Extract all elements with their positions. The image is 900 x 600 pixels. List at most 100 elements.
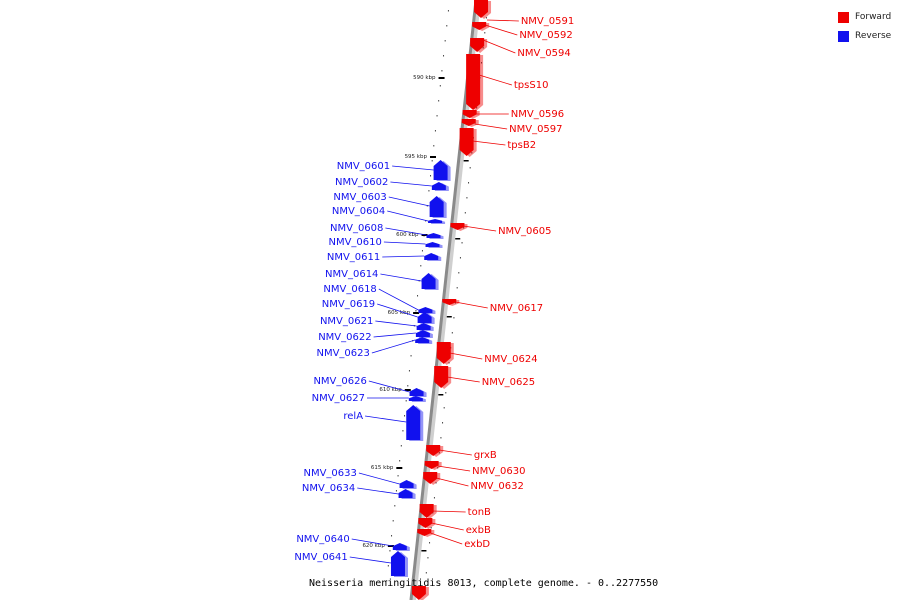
minor-tick [446,25,448,27]
ruler-dash [463,160,469,162]
reverse-label-NMV_0621-leader [375,320,417,327]
minor-tick [397,475,399,477]
minor-tick [440,437,442,439]
reverse-gene-NMV_0604 [428,219,443,223]
minor-tick [448,362,450,364]
minor-tick [410,355,412,357]
forward-gene-tpsS10 [466,54,481,110]
reverse-label-NMV_0611: NMV_0611 [327,252,380,263]
reverse-label-NMV_0641-leader [349,556,392,564]
reverse-label-NMV_0619: NMV_0619 [322,299,375,310]
forward-label-NMV_0617: NMV_0617 [490,303,543,314]
reverse-gene-NMV_0602 [431,182,446,190]
forward-label-exbD-leader [430,532,463,545]
forward-label-tonB-leader [432,510,466,513]
forward-gene-NMV_0592 [472,22,487,30]
forward-label-grxB-leader [439,449,472,456]
minor-tick [456,287,458,289]
forward-label-NMV_0617-leader [455,301,488,309]
reverse-label-NMV_0640: NMV_0640 [296,534,349,545]
reverse-gene-NMV_0626 [409,388,424,396]
forward-label-NMV_0591-leader [487,19,519,22]
legend-reverse-label: Reverse [855,31,892,41]
minor-tick [402,430,404,432]
reverse-label-NMV_0608-leader [385,227,427,236]
forward-gene-tpsB2 [459,128,474,156]
minor-tick [461,242,463,244]
reverse-label-NMV_0618: NMV_0618 [323,284,376,295]
scale-tick-mark [438,77,445,79]
reverse-gene-NMV_0601 [433,160,448,180]
minor-tick [468,182,470,184]
minor-tick [433,145,435,147]
forward-label-NMV_0594-leader [482,39,516,54]
minor-tick [389,550,391,552]
reverse-label-NMV_0641: NMV_0641 [294,552,347,563]
forward-gene-NMV_0594 [470,38,485,52]
minor-tick [433,497,435,499]
forward-label-tpsS10: tpsS10 [514,80,549,91]
forward-gene-exbD [417,529,432,536]
reverse-label-relA-leader [364,415,407,423]
minor-tick [399,460,401,462]
forward-label-NMV_0632: NMV_0632 [470,481,523,492]
minor-tick [484,32,486,34]
reverse-gene-NMV_0603 [429,196,444,217]
reverse-gene-NMV_0608 [426,233,441,238]
minor-tick [436,115,438,117]
reverse-label-NMV_0634-leader [357,487,399,495]
reverse-label-NMV_0622-leader [373,332,416,338]
forward-label-NMV_0605-leader [463,225,497,232]
reverse-label-NMV_0614: NMV_0614 [325,269,378,280]
reverse-gene-NMV_0627 [408,396,423,401]
forward-gene-NMV_0630 [424,461,439,469]
forward-label-NMV_0630: NMV_0630 [472,466,525,477]
reverse-label-NMV_0604-leader [387,210,429,222]
reverse-label-NMV_0634: NMV_0634 [302,483,355,494]
forward-label-NMV_0624: NMV_0624 [484,354,537,365]
minor-tick [408,370,410,372]
minor-tick [476,107,478,109]
reverse-label-NMV_0623: NMV_0623 [316,348,369,359]
reverse-label-NMV_0623-leader [371,339,416,354]
ruler-dash [438,394,444,396]
forward-label-tpsB2-leader [472,140,506,146]
minor-tick [459,257,461,259]
minor-tick [439,85,441,87]
reverse-label-NMV_0633-leader [358,472,400,485]
reverse-label-NMV_0604: NMV_0604 [332,206,385,217]
reverse-label-NMV_0603-leader [388,196,430,207]
minor-tick [443,407,445,409]
minor-tick [471,152,473,154]
minor-tick [431,160,433,162]
scale-tick-label: 605 kbp [388,310,411,316]
forward-label-NMV_0630-leader [437,465,471,472]
reverse-label-NMV_0608: NMV_0608 [330,223,383,234]
forward-swatch [838,11,849,23]
minor-tick [421,250,423,252]
minor-tick [432,512,434,514]
minor-tick [437,467,439,469]
minor-tick [404,415,406,417]
forward-label-NMV_0624-leader [449,352,483,360]
reverse-gene-NMV_0640 [392,543,407,550]
forward-label-NMV_0592-leader [485,24,518,36]
forward-gene-NMV_0632 [423,472,438,484]
forward-gene-NMV_0624 [436,342,451,364]
reverse-label-NMV_0601-leader [392,165,434,171]
minor-tick [441,70,443,72]
minor-tick [444,40,446,42]
minor-tick [430,527,432,529]
forward-label-tpsB2: tpsB2 [507,140,536,151]
reverse-label-relA: relA [343,411,363,422]
minor-tick [392,520,394,522]
scale-tick-mark [429,156,436,158]
forward-gene-NMV_0591 [474,0,489,18]
forward-label-NMV_0625-leader [447,376,480,383]
reverse-gene-NMV_0623 [415,337,430,343]
reverse-label-NMV_0619-leader [377,303,418,318]
minor-tick [469,167,471,169]
minor-tick [391,535,393,537]
reverse-label-NMV_0621: NMV_0621 [320,316,373,327]
scale-tick-label: 590 kbp [413,75,436,81]
